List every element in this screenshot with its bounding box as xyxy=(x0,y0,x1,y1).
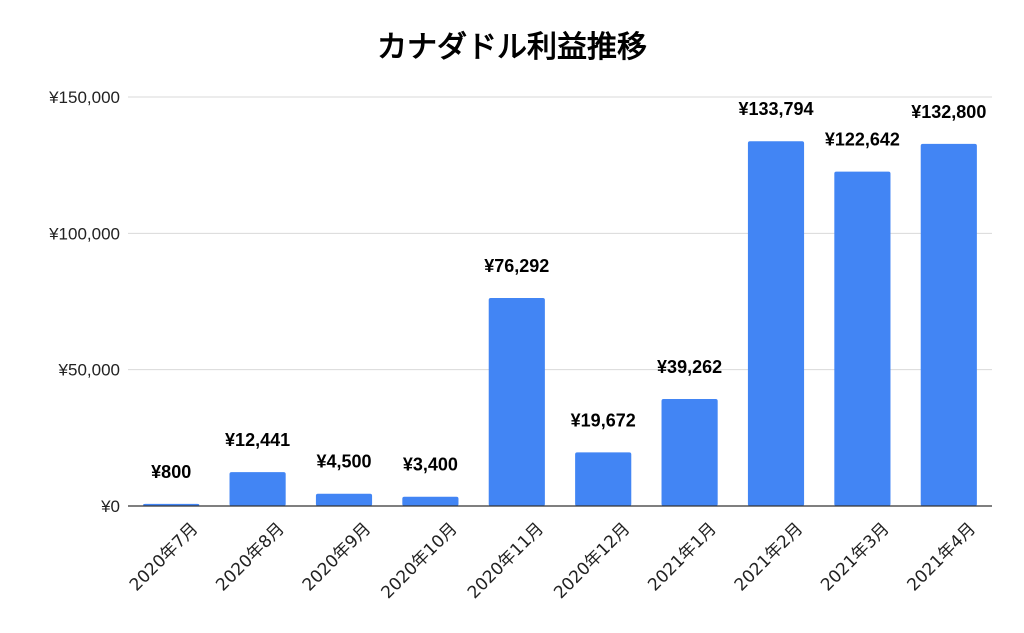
bar xyxy=(747,141,805,506)
bar xyxy=(575,452,632,506)
data-label: ¥132,800 xyxy=(911,102,986,122)
chart-title: カナダドル利益推移 xyxy=(377,30,647,65)
bar xyxy=(402,496,459,506)
x-tick-label: 2020年12月 xyxy=(550,519,634,603)
y-tick-label: ¥100,000 xyxy=(48,224,120,243)
data-label: ¥4,500 xyxy=(316,452,371,472)
bar xyxy=(488,297,545,506)
x-tick-label: 2020年9月 xyxy=(299,519,375,595)
y-tick-label: ¥150,000 xyxy=(48,88,120,107)
x-tick-label: 2021年4月 xyxy=(904,519,980,595)
bar xyxy=(920,143,977,506)
x-tick-label: 2021年3月 xyxy=(817,519,893,595)
x-tick-label: 2020年11月 xyxy=(464,519,548,603)
data-label: ¥12,441 xyxy=(225,430,290,450)
x-tick-label: 2021年2月 xyxy=(731,519,807,595)
x-tick-label: 2020年10月 xyxy=(377,519,461,603)
bar xyxy=(834,171,891,507)
data-label: ¥800 xyxy=(151,462,191,482)
data-label: ¥122,642 xyxy=(825,130,900,150)
x-tick-label: 2020年7月 xyxy=(126,519,202,595)
data-label: ¥76,292 xyxy=(484,256,549,276)
data-label: ¥39,262 xyxy=(657,357,722,377)
y-tick-label: ¥50,000 xyxy=(58,361,120,380)
data-label: ¥3,400 xyxy=(403,455,458,475)
y-tick-label: ¥0 xyxy=(100,497,120,516)
bar xyxy=(661,398,718,506)
data-label: ¥133,794 xyxy=(738,99,813,119)
bar xyxy=(315,493,373,506)
x-tick-label: 2020年8月 xyxy=(212,519,288,595)
x-tick-label: 2021年1月 xyxy=(644,519,720,595)
data-label: ¥19,672 xyxy=(571,410,636,430)
bar xyxy=(229,472,286,506)
